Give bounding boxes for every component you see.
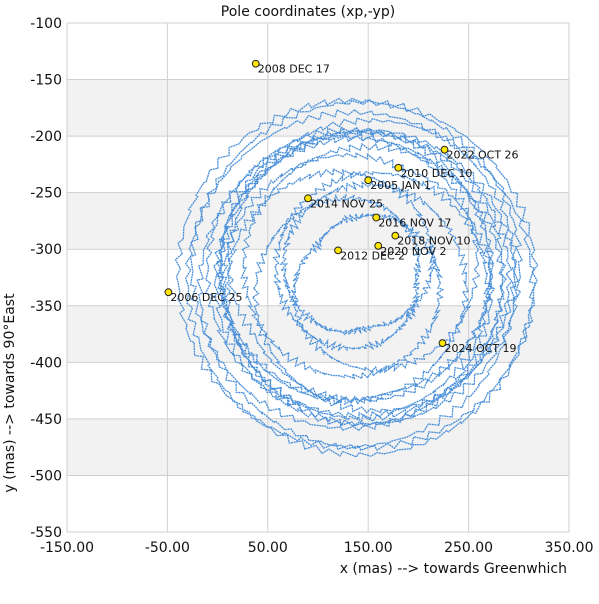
date-marker-label: 2018 NOV 10 <box>397 235 470 248</box>
y-tick-label: -350 <box>30 299 62 315</box>
y-tick-label: -450 <box>30 412 62 428</box>
y-axis-title: y (mas) --> towards 90°East <box>2 293 18 493</box>
date-marker-dot <box>251 59 260 68</box>
date-marker: 2020 NOV 2 <box>374 241 446 258</box>
date-marker-label: 2010 DEC 10 <box>400 167 472 180</box>
date-marker-dot <box>164 288 173 297</box>
date-marker: 2008 DEC 17 <box>251 59 330 76</box>
x-axis-title: x (mas) --> towards Greenwhich <box>340 561 567 577</box>
date-marker: 2024 OCT 19 <box>438 339 517 355</box>
x-tick-label: 250.00 <box>444 540 493 556</box>
date-marker: 2006 DEC 25 <box>164 288 242 304</box>
date-marker: 2005 JAN 1 <box>364 176 431 192</box>
date-marker: 2014 NOV 25 <box>304 194 383 210</box>
date-marker-label: 2024 OCT 19 <box>444 342 516 355</box>
date-marker-dot <box>364 176 373 185</box>
y-tick-label: -100 <box>30 16 62 32</box>
date-marker-label: 2006 DEC 25 <box>170 291 242 304</box>
y-tick-label: -550 <box>30 525 62 541</box>
y-tick-label: -400 <box>30 355 62 371</box>
grid-band <box>67 305 569 363</box>
date-marker-dot <box>440 145 449 154</box>
polar-motion-track <box>174 97 539 458</box>
date-marker-dot <box>391 231 400 240</box>
y-tick-label: -150 <box>30 73 62 89</box>
date-marker-dot <box>372 213 381 222</box>
date-marker-label: 2008 DEC 17 <box>258 63 330 76</box>
y-tick-label: -300 <box>30 242 62 258</box>
x-tick-label: 50.00 <box>248 540 288 556</box>
x-tick-label: -50.00 <box>145 540 190 556</box>
date-marker-label: 2005 JAN 1 <box>370 179 431 192</box>
y-tick-label: -250 <box>30 186 62 202</box>
x-tick-label: -150.00 <box>40 540 94 556</box>
date-marker-dot <box>374 241 383 250</box>
date-marker-label: 2022 OCT 26 <box>447 149 519 162</box>
date-marker-dot <box>334 246 342 255</box>
x-tick-label: 150.00 <box>344 540 393 556</box>
date-marker: 2016 NOV 17 <box>372 213 451 230</box>
date-marker-label: 2016 NOV 17 <box>378 217 451 230</box>
date-marker-dot <box>304 194 312 203</box>
y-tick-label: -200 <box>30 129 62 145</box>
date-marker: 2022 OCT 26 <box>440 145 519 162</box>
date-marker-label: 2020 NOV 2 <box>380 245 446 258</box>
date-marker-label: 2014 NOV 25 <box>310 197 383 210</box>
x-tick-label: 350.00 <box>545 540 594 556</box>
date-marker: 2018 NOV 10 <box>391 231 471 248</box>
date-marker: 2010 DEC 10 <box>394 163 472 180</box>
date-marker-dot <box>438 339 447 348</box>
date-marker-label: 2012 DEC 2 <box>340 249 405 262</box>
date-marker-dot <box>394 163 403 172</box>
chart-title: Pole coordinates (xp,-yp) <box>221 4 395 20</box>
y-tick-label: -500 <box>30 468 62 484</box>
date-marker: 2012 DEC 2 <box>334 246 405 262</box>
